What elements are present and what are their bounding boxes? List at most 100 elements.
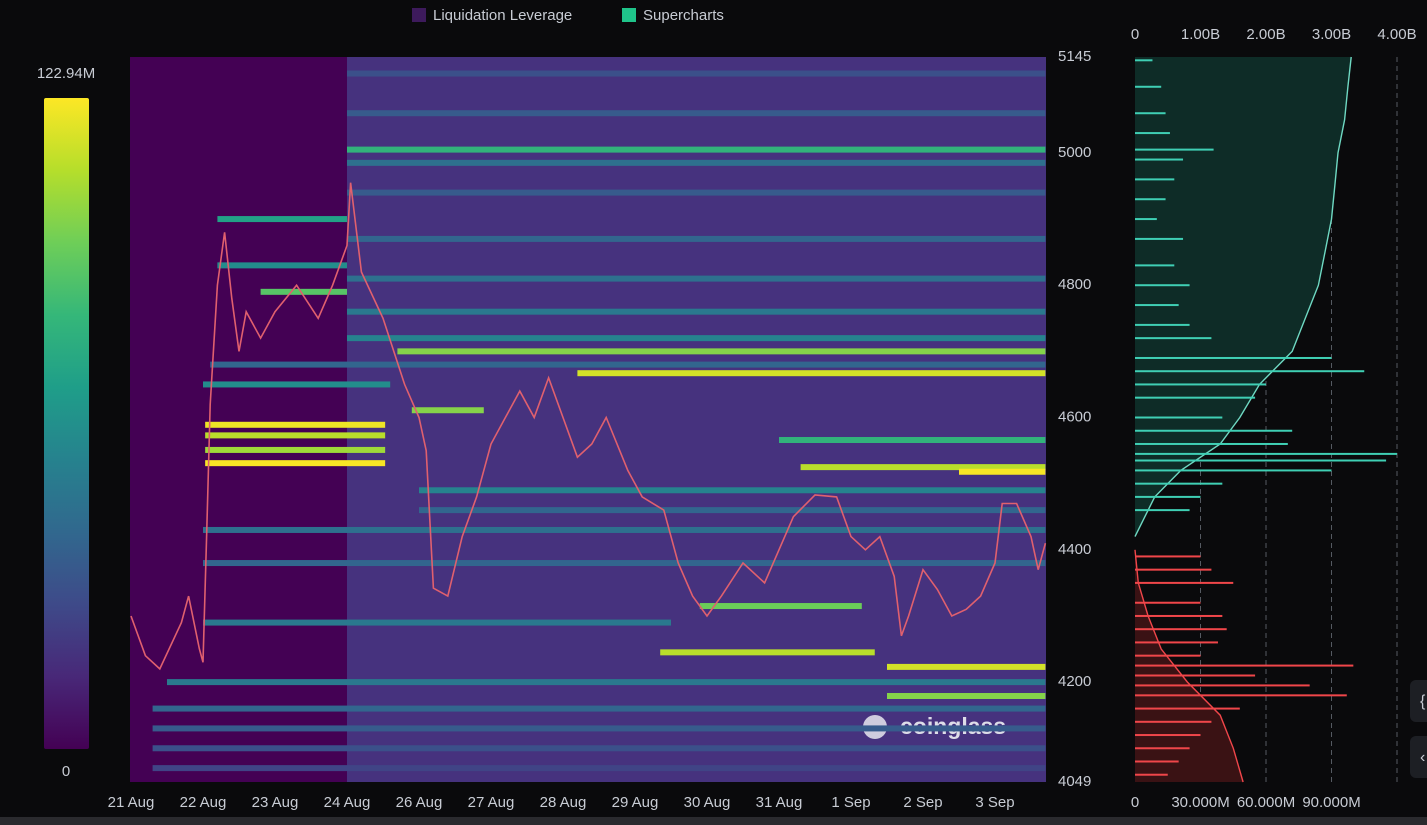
heat-band xyxy=(203,619,671,626)
heat-band xyxy=(577,370,1046,377)
heat-band xyxy=(347,70,1046,77)
heat-band xyxy=(210,361,1046,368)
colorbar xyxy=(44,98,89,749)
x-tick-label: 30 Aug xyxy=(684,794,731,811)
y-tick-label: 4049 xyxy=(1058,773,1091,790)
heat-band xyxy=(419,487,1046,494)
bottom-strip xyxy=(0,817,1427,825)
heat-band xyxy=(205,446,386,453)
liquidation-bar xyxy=(1135,674,1256,677)
x-tick-label: 2 Sep xyxy=(903,794,942,811)
heat-band xyxy=(203,526,1046,533)
heat-band xyxy=(152,725,1046,732)
x-tick-label: 27 Aug xyxy=(468,794,515,811)
liquidation-bar xyxy=(1135,323,1190,326)
liquidation-bar xyxy=(1135,684,1310,687)
liquidation-bar xyxy=(1135,469,1332,472)
heat-band xyxy=(203,381,391,388)
heat-band xyxy=(347,159,1046,166)
x-tick-label: 24 Aug xyxy=(324,794,371,811)
heatmap-base xyxy=(130,57,347,782)
liquidation-bar xyxy=(1135,581,1234,584)
y-tick-label: 4800 xyxy=(1058,276,1091,293)
liquidation-bar xyxy=(1135,284,1190,287)
liquidation-bar xyxy=(1135,198,1166,201)
button-icon: ‹ xyxy=(1420,749,1425,766)
liquidation-bar xyxy=(1135,720,1212,723)
x-tick-label: 90.000M xyxy=(1302,794,1360,811)
x-tick-label: 29 Aug xyxy=(612,794,659,811)
liquidation-bar xyxy=(1135,568,1212,571)
liquidation-bar xyxy=(1135,760,1179,763)
heat-band xyxy=(260,288,347,295)
liquidation-bar xyxy=(1135,664,1354,667)
liquidation-bar xyxy=(1135,178,1175,181)
liquidation-bar xyxy=(1135,601,1201,604)
liquidation-bar xyxy=(1135,641,1218,644)
x2-tick-label: 1.00B xyxy=(1181,26,1220,43)
x-tick-label: 23 Aug xyxy=(252,794,299,811)
liquidation-bar xyxy=(1135,370,1365,373)
legend-label: Liquidation Leverage xyxy=(433,7,572,24)
heat-band xyxy=(779,437,1046,444)
liquidation-bar xyxy=(1135,132,1170,135)
liquidation-bar xyxy=(1135,614,1223,617)
x2-tick-label: 0 xyxy=(1131,26,1139,43)
liquidation-bar xyxy=(1135,148,1214,151)
liquidation-bar xyxy=(1135,707,1240,710)
legend-label: Supercharts xyxy=(643,7,724,24)
heat-band xyxy=(411,407,484,414)
liquidation-bar xyxy=(1135,773,1168,776)
x2-tick-label: 4.00B xyxy=(1377,26,1416,43)
x2-tick-label: 3.00B xyxy=(1312,26,1351,43)
liquidation-bar xyxy=(1135,416,1223,419)
heat-band xyxy=(205,432,386,439)
y-tick-label: 4400 xyxy=(1058,541,1091,558)
x-tick-label: 3 Sep xyxy=(975,794,1014,811)
liquidation-bar xyxy=(1135,747,1190,750)
x-tick-label: 28 Aug xyxy=(540,794,587,811)
x-tick-label: 21 Aug xyxy=(108,794,155,811)
y-tick-label: 5000 xyxy=(1058,144,1091,161)
heat-band xyxy=(699,603,862,610)
liquidation-bar xyxy=(1135,396,1256,399)
colorbar-label: 122.94M xyxy=(37,65,95,82)
liquidation-bar xyxy=(1135,337,1212,340)
liquidation-bar xyxy=(1135,459,1387,462)
y-tick-label: 4600 xyxy=(1058,408,1091,425)
liquidation-bar xyxy=(1135,509,1190,512)
side-button[interactable] xyxy=(1410,736,1427,778)
x-tick-label: 60.000M xyxy=(1237,794,1295,811)
x-tick-label: 31 Aug xyxy=(756,794,803,811)
x-tick-label: 1 Sep xyxy=(831,794,870,811)
heat-band xyxy=(152,745,1046,752)
liquidation-bar xyxy=(1135,495,1201,498)
liquidation-bar xyxy=(1135,628,1227,631)
heat-band xyxy=(205,460,386,467)
heat-band xyxy=(152,765,1046,772)
liquidation-bar xyxy=(1135,158,1184,161)
heat-band xyxy=(347,275,1046,282)
colorbar-label: 0 xyxy=(62,763,70,780)
heat-band xyxy=(887,693,1046,700)
liquidation-bar xyxy=(1135,218,1157,221)
price-line xyxy=(130,182,1047,671)
y-tick-label: 4200 xyxy=(1058,673,1091,690)
legend-swatch xyxy=(622,8,636,22)
heat-band xyxy=(347,189,1046,196)
heat-band xyxy=(347,335,1046,342)
x2-tick-label: 2.00B xyxy=(1246,26,1285,43)
liquidation-bar xyxy=(1135,694,1347,697)
heat-band xyxy=(217,262,347,269)
heat-band xyxy=(419,507,1046,514)
side-button[interactable] xyxy=(1410,680,1427,722)
liquidation-bar xyxy=(1135,112,1166,115)
heat-band xyxy=(205,421,386,428)
heat-band xyxy=(152,705,1046,712)
x-tick-label: 30.000M xyxy=(1171,794,1229,811)
liquidation-bar xyxy=(1135,654,1201,657)
liquidation-bar xyxy=(1135,85,1162,88)
button-icon: { xyxy=(1420,693,1426,710)
heat-band xyxy=(217,216,347,223)
